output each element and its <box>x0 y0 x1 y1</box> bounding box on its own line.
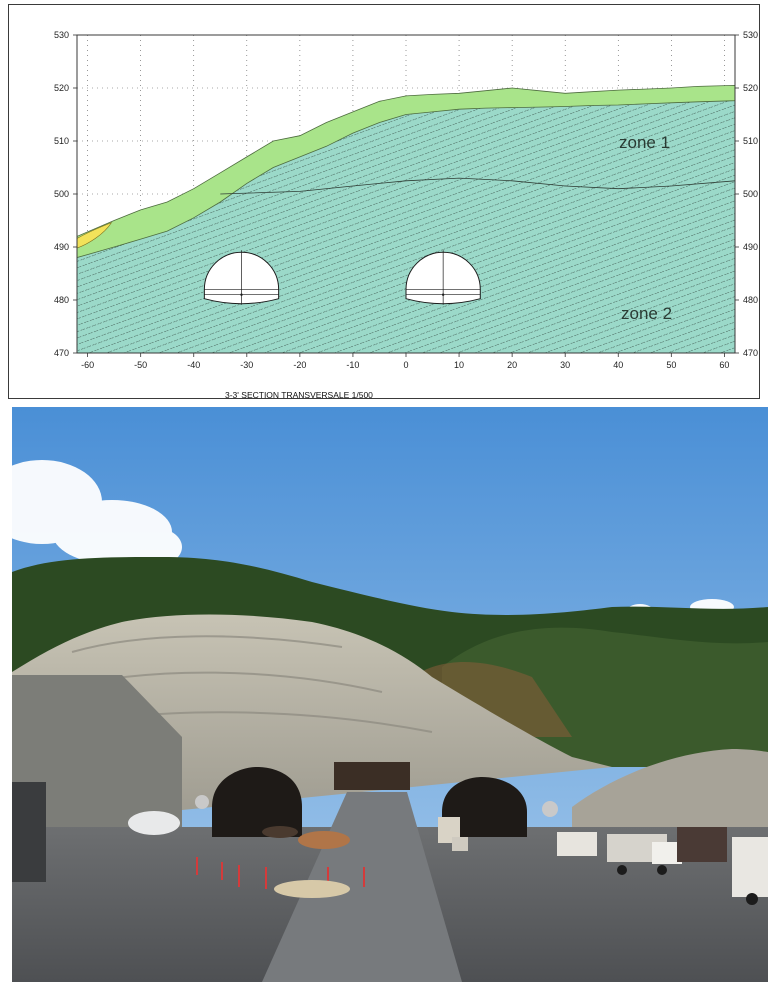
y-tick-label-left: 490 <box>54 242 69 252</box>
left-retaining-wall <box>12 675 182 837</box>
y-tick-label-left: 500 <box>54 189 69 199</box>
zone-1-label: zone 1 <box>619 133 670 152</box>
cloud <box>12 460 734 620</box>
y-tick-label-right: 490 <box>743 242 758 252</box>
excavator <box>12 782 46 882</box>
x-tick-label: -40 <box>187 360 200 370</box>
y-tick-label-right: 520 <box>743 83 758 93</box>
right-portal <box>442 777 527 837</box>
y-tick-label-left: 470 <box>54 348 69 358</box>
x-tick-label: -20 <box>293 360 306 370</box>
y-tick-label-left: 480 <box>54 295 69 305</box>
yellow-lens <box>77 221 113 249</box>
zone-1-surface-layer <box>77 84 735 259</box>
left-portal <box>212 767 302 837</box>
storage-tank <box>128 811 180 835</box>
cross-section-diagram: -60 -50 -40 -30 -20 -10 0 10 20 30 40 50 60 470 470 480… <box>54 30 758 400</box>
construction-site-illustration <box>12 407 768 982</box>
zone-2-label: zone 2 <box>621 304 672 323</box>
axis-ticks: -60 -50 -40 -30 -20 -10 0 10 20 30 40 50 60 470 470 480… <box>54 30 758 370</box>
right-stockpile <box>572 749 768 847</box>
tunnel <box>405 250 481 305</box>
section-caption: 3-3' SECTION TRANSVERSALE 1/500 <box>225 390 373 400</box>
x-tick-label: 30 <box>560 360 570 370</box>
x-tick-label: 20 <box>507 360 517 370</box>
dump-trucks <box>557 827 768 905</box>
x-tick-label: 10 <box>454 360 464 370</box>
y-tick-label-right: 480 <box>743 295 758 305</box>
x-tick-label: -50 <box>134 360 147 370</box>
x-tick-label: 0 <box>403 360 408 370</box>
site-building <box>334 762 410 790</box>
tunnel-center-mark <box>441 293 445 296</box>
y-tick-label-right: 500 <box>743 189 758 199</box>
zone-contact-line <box>220 177 735 195</box>
y-tick-label-right: 470 <box>743 348 758 358</box>
tunnels <box>203 250 481 305</box>
access-road <box>262 792 462 982</box>
x-tick-label: 50 <box>666 360 676 370</box>
tunnel-portal-photo <box>12 407 768 982</box>
cross-section-panel: -60 -50 -40 -30 -20 -10 0 10 20 30 40 50 60 470 470 480… <box>8 4 760 400</box>
ventilation-fans <box>195 795 558 817</box>
tunnel-center-mark <box>240 293 243 296</box>
x-tick-label: -30 <box>240 360 253 370</box>
y-tick-label-left: 520 <box>54 83 69 93</box>
y-tick-label-right: 510 <box>743 136 758 146</box>
y-tick-label-right: 530 <box>743 30 758 40</box>
x-tick-label: -10 <box>346 360 359 370</box>
x-tick-label: -60 <box>81 360 94 370</box>
y-tick-label-left: 530 <box>54 30 69 40</box>
survey-marker-base <box>274 880 350 898</box>
x-tick-label: 40 <box>613 360 623 370</box>
x-tick-label: 60 <box>719 360 729 370</box>
y-tick-label-left: 510 <box>54 136 69 146</box>
tunnel <box>203 250 280 305</box>
material-piles <box>262 817 468 851</box>
